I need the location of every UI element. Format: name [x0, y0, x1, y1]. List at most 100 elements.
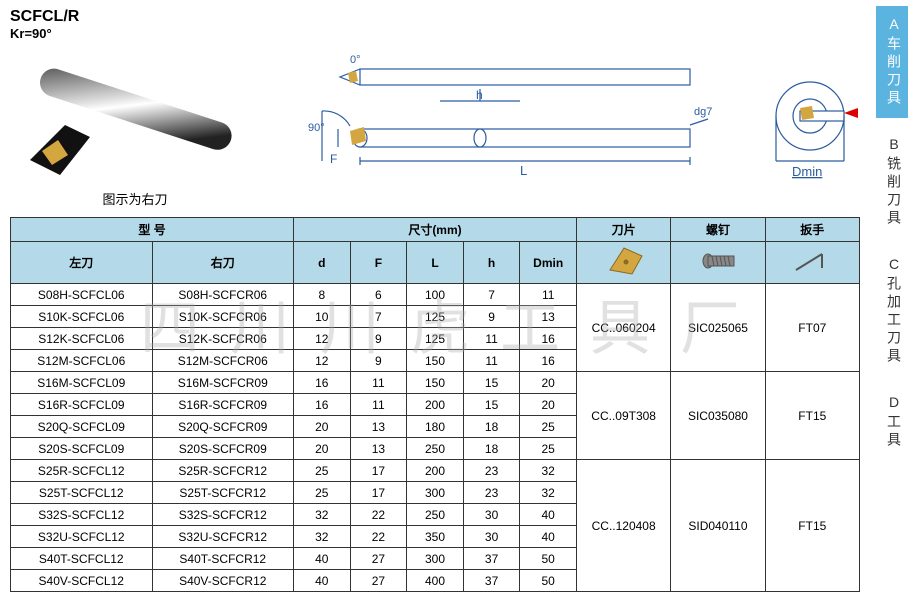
sidebar-tab-2[interactable]: C孔加工刀具: [876, 246, 908, 376]
cell-h: 37: [463, 570, 520, 592]
cell-h: 30: [463, 504, 520, 526]
sidebar-tab-3[interactable]: D工具: [876, 384, 908, 460]
cell-F: 11: [350, 372, 407, 394]
cell-L: 200: [407, 460, 464, 482]
cell-left: S16R-SCFCL09: [11, 394, 153, 416]
tool-photo: [10, 45, 260, 185]
cell-right: S16R-SCFCR09: [152, 394, 294, 416]
cell-d: 8: [294, 284, 351, 306]
cell-d: 12: [294, 328, 351, 350]
cell-L: 125: [407, 328, 464, 350]
cell-L: 200: [407, 394, 464, 416]
cell-h: 18: [463, 416, 520, 438]
sidebar-tab-1[interactable]: B铣削刀具: [876, 126, 908, 238]
cell-L: 250: [407, 504, 464, 526]
cell-h: 11: [463, 350, 520, 372]
cell-insert: CC..09T308: [576, 372, 670, 460]
photo-caption: 图示为右刀: [10, 189, 260, 208]
cell-right: S25R-SCFCR12: [152, 460, 294, 482]
cell-d: 20: [294, 438, 351, 460]
cell-d: 12: [294, 350, 351, 372]
svg-text:Dmin: Dmin: [792, 164, 822, 179]
cell-Dmin: 40: [520, 526, 577, 548]
cell-Dmin: 25: [520, 438, 577, 460]
cell-L: 180: [407, 416, 464, 438]
cell-left: S25R-SCFCL12: [11, 460, 153, 482]
cell-right: S32U-SCFCR12: [152, 526, 294, 548]
cell-Dmin: 50: [520, 548, 577, 570]
cell-L: 400: [407, 570, 464, 592]
cell-F: 27: [350, 548, 407, 570]
table-row: S16M-SCFCL09S16M-SCFCR0916111501520CC..0…: [11, 372, 860, 394]
cell-F: 22: [350, 526, 407, 548]
cell-wrench: FT15: [765, 460, 859, 592]
header-right: 右刀: [152, 242, 294, 284]
cell-left: S40T-SCFCL12: [11, 548, 153, 570]
cell-L: 125: [407, 306, 464, 328]
sidebar-tab-0[interactable]: A车削刀具: [876, 6, 908, 118]
cell-left: S10K-SCFCL06: [11, 306, 153, 328]
product-title: SCFCL/R: [10, 8, 110, 26]
cell-Dmin: 50: [520, 570, 577, 592]
header-wrench: 扳手: [765, 218, 859, 242]
technical-drawing: 0° h 90° F L: [280, 51, 740, 201]
red-arrow-icon: [844, 108, 858, 118]
cell-left: S12K-SCFCL06: [11, 328, 153, 350]
cell-Dmin: 20: [520, 394, 577, 416]
cell-F: 27: [350, 570, 407, 592]
cell-d: 10: [294, 306, 351, 328]
cell-left: S25T-SCFCL12: [11, 482, 153, 504]
header-Dmin: Dmin: [520, 242, 577, 284]
cell-L: 150: [407, 372, 464, 394]
cell-right: S32S-SCFCR12: [152, 504, 294, 526]
screw-icon: [671, 242, 765, 284]
svg-text:dg7: dg7: [694, 106, 712, 118]
dmin-drawing: Dmin: [760, 66, 860, 186]
header-F: F: [350, 242, 407, 284]
cell-right: S20Q-SCFCR09: [152, 416, 294, 438]
cell-left: S40V-SCFCL12: [11, 570, 153, 592]
cell-h: 11: [463, 328, 520, 350]
cell-Dmin: 20: [520, 372, 577, 394]
cell-right: S20S-SCFCR09: [152, 438, 294, 460]
cell-left: S32S-SCFCL12: [11, 504, 153, 526]
cell-L: 250: [407, 438, 464, 460]
cell-screw: SID040110: [671, 460, 765, 592]
cell-h: 18: [463, 438, 520, 460]
cell-right: S25T-SCFCR12: [152, 482, 294, 504]
cell-d: 20: [294, 416, 351, 438]
header-d: d: [294, 242, 351, 284]
cell-F: 11: [350, 394, 407, 416]
table-row: S25R-SCFCL12S25R-SCFCR1225172002332CC..1…: [11, 460, 860, 482]
svg-text:0°: 0°: [350, 54, 361, 66]
cell-Dmin: 32: [520, 482, 577, 504]
cell-h: 9: [463, 306, 520, 328]
header-insert: 刀片: [576, 218, 670, 242]
cell-Dmin: 13: [520, 306, 577, 328]
cell-L: 100: [407, 284, 464, 306]
cell-right: S40T-SCFCR12: [152, 548, 294, 570]
header-model: 型 号: [11, 218, 294, 242]
cell-right: S10K-SCFCR06: [152, 306, 294, 328]
cell-d: 25: [294, 460, 351, 482]
cell-F: 6: [350, 284, 407, 306]
cell-h: 23: [463, 460, 520, 482]
cell-L: 300: [407, 548, 464, 570]
cell-h: 15: [463, 372, 520, 394]
cell-F: 7: [350, 306, 407, 328]
cell-Dmin: 11: [520, 284, 577, 306]
cell-Dmin: 40: [520, 504, 577, 526]
cell-screw: SIC035080: [671, 372, 765, 460]
cell-right: S12M-SCFCR06: [152, 350, 294, 372]
cell-h: 23: [463, 482, 520, 504]
cell-F: 17: [350, 482, 407, 504]
cell-right: S12K-SCFCR06: [152, 328, 294, 350]
cell-L: 300: [407, 482, 464, 504]
cell-Dmin: 16: [520, 350, 577, 372]
cell-right: S08H-SCFCR06: [152, 284, 294, 306]
cell-left: S12M-SCFCL06: [11, 350, 153, 372]
cell-F: 13: [350, 438, 407, 460]
svg-text:h: h: [476, 88, 483, 102]
cell-d: 16: [294, 372, 351, 394]
svg-text:L: L: [520, 163, 527, 178]
